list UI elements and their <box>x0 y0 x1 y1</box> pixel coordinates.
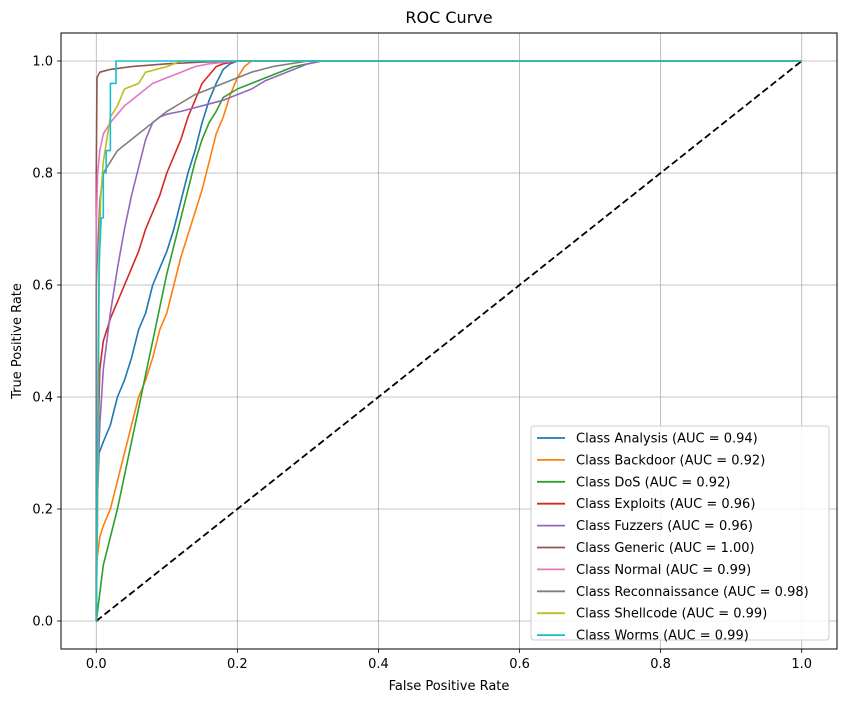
x-tick-label: 0.2 <box>227 657 248 672</box>
y-tick-label: 1.0 <box>32 55 53 70</box>
grid <box>61 33 837 649</box>
legend-label-9: Class Worms (AUC = 0.99) <box>576 629 749 644</box>
roc-series <box>95 60 802 622</box>
y-tick-label: 0.0 <box>32 615 53 630</box>
series-line-9 <box>95 60 802 622</box>
legend-label-1: Class Backdoor (AUC = 0.92) <box>576 453 765 468</box>
legend-box <box>530 425 830 641</box>
series-line-3 <box>95 60 802 621</box>
legend-label-0: Class Analysis (AUC = 0.94) <box>576 432 758 447</box>
series-line-6 <box>95 60 802 621</box>
y-axis-ticks: 0.0 0.2 0.4 0.6 0.8 1.0 <box>32 55 61 630</box>
plot-frame <box>60 32 838 650</box>
legend-label-5: Class Generic (AUC = 1.00) <box>576 541 755 556</box>
x-axis-label: False Positive Rate <box>389 679 510 694</box>
legend-label-3: Class Exploits (AUC = 0.96) <box>576 497 755 512</box>
x-tick-label: 0.8 <box>650 657 671 672</box>
diagonal-reference <box>95 60 803 622</box>
x-axis-ticks: 0.0 0.2 0.4 0.6 0.8 1.0 <box>86 649 812 672</box>
y-tick-label: 0.4 <box>32 391 53 406</box>
legend-label-7: Class Reconnaissance (AUC = 0.98) <box>576 585 809 600</box>
legend-label-4: Class Fuzzers (AUC = 0.96) <box>576 519 753 534</box>
diagonal-line <box>95 60 803 622</box>
chart-title: ROC Curve <box>405 8 492 27</box>
series-line-2 <box>95 60 802 622</box>
series-line-0 <box>95 60 802 621</box>
legend: Class Analysis (AUC = 0.94) Class Backdoo… <box>530 425 830 644</box>
legend-label-8: Class Shellcode (AUC = 0.99) <box>576 607 767 622</box>
legend-label-6: Class Normal (AUC = 0.99) <box>576 563 751 578</box>
y-tick-label: 0.2 <box>32 503 53 518</box>
legend-label-2: Class DoS (AUC = 0.92) <box>576 475 730 490</box>
y-axis-label: True Positive Rate <box>10 283 25 400</box>
y-tick-label: 0.6 <box>32 279 53 294</box>
x-tick-label: 0.0 <box>86 657 107 672</box>
x-tick-label: 0.6 <box>509 657 530 672</box>
y-tick-label: 0.8 <box>32 167 53 182</box>
x-tick-label: 0.4 <box>368 657 389 672</box>
x-tick-label: 1.0 <box>791 657 812 672</box>
